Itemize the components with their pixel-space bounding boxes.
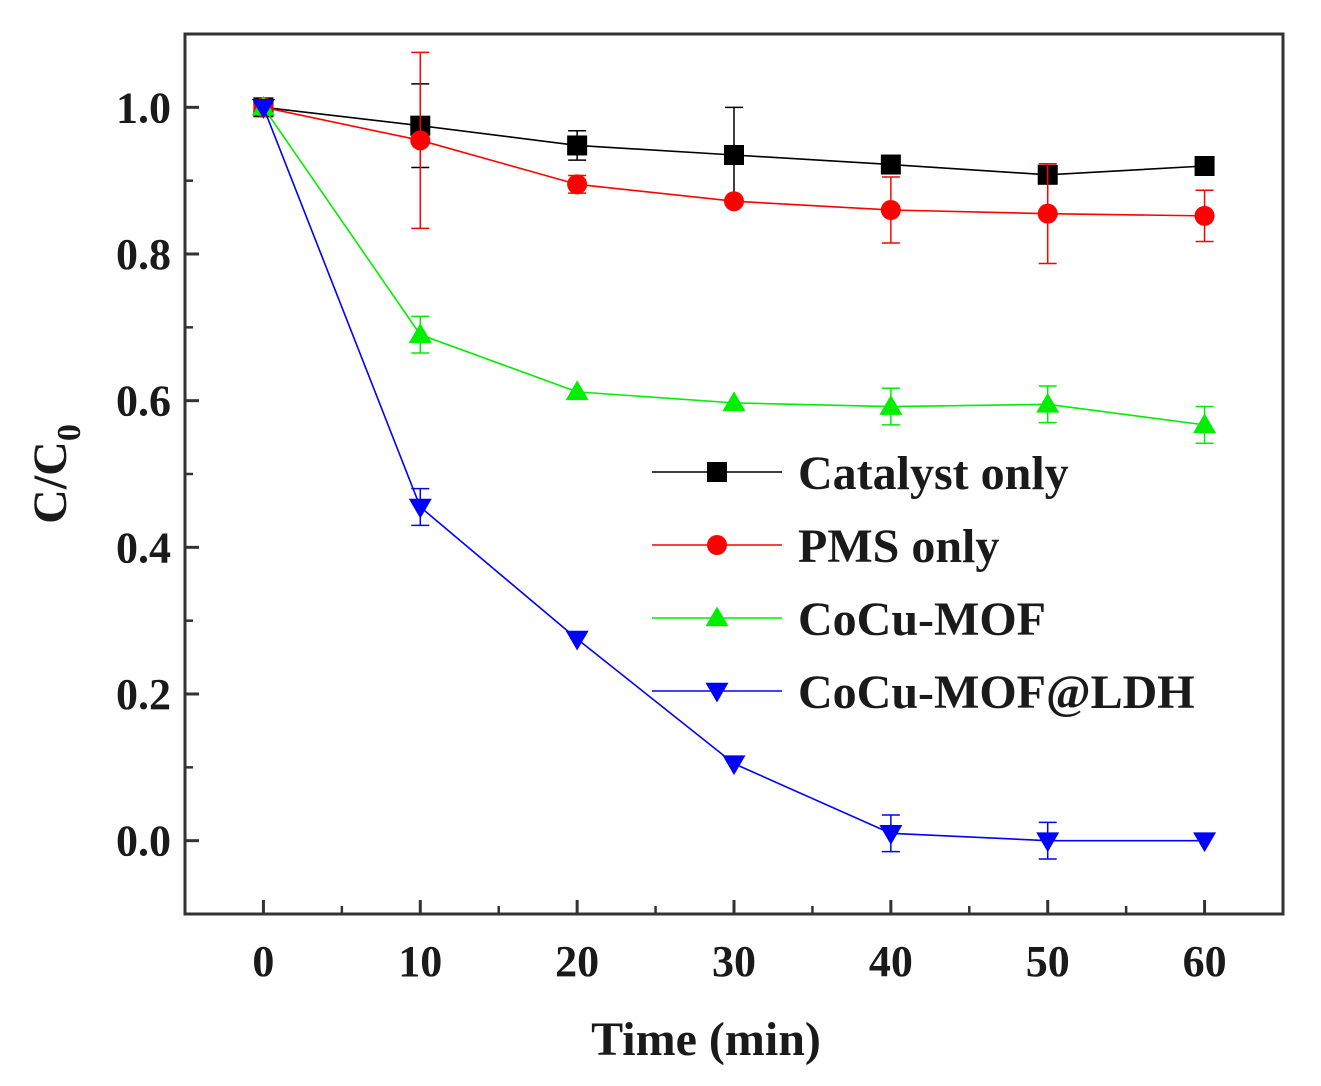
data-point xyxy=(565,630,589,651)
legend-item: Catalyst only xyxy=(652,447,1069,500)
data-point xyxy=(722,391,746,412)
data-point xyxy=(1036,392,1060,413)
legend-label: CoCu-MOF xyxy=(798,593,1046,646)
data-point xyxy=(1193,832,1217,853)
data-point xyxy=(1194,205,1215,226)
legend-marker xyxy=(705,606,729,627)
data-point xyxy=(408,323,432,343)
x-tick-label: 50 xyxy=(1026,937,1070,986)
data-point xyxy=(565,380,589,401)
data-point xyxy=(879,395,903,415)
x-tick-label: 20 xyxy=(555,937,599,986)
data-point xyxy=(251,99,275,119)
y-axis-title-base: C/C xyxy=(24,441,77,524)
legend-label: Catalyst only xyxy=(798,447,1069,500)
data-point xyxy=(410,130,431,151)
legend-item: CoCu-MOF xyxy=(652,593,1046,646)
legend-marker xyxy=(707,462,727,482)
x-axis-title: Time (min) xyxy=(591,1013,821,1066)
legend: Catalyst only PMS only CoCu-MOF CoCu-MOF@LD… xyxy=(652,447,1195,719)
x-axis-ticks: 0 10 20 30 40 50 60 xyxy=(252,900,1227,986)
series-CoCu-MOF xyxy=(251,95,1217,444)
data-point xyxy=(722,755,746,776)
data-point xyxy=(567,174,588,195)
y-tick-label: 0.8 xyxy=(116,230,171,279)
y-tick-label: 0.2 xyxy=(116,670,171,719)
y-tick-label: 1.0 xyxy=(116,83,171,132)
y-axis-title: C/C0 xyxy=(24,424,88,524)
y-tick-label: 0.0 xyxy=(116,817,171,866)
data-point xyxy=(880,154,901,175)
legend-marker xyxy=(707,535,727,555)
x-tick-label: 40 xyxy=(869,937,913,986)
y-axis-ticks: 0.0 0.2 0.4 0.6 0.8 1.0 xyxy=(116,83,199,866)
x-tick-label: 30 xyxy=(712,937,756,986)
x-tick-label: 0 xyxy=(252,937,274,986)
data-point xyxy=(880,200,901,220)
data-point xyxy=(567,135,588,156)
data-point xyxy=(724,191,744,212)
series-CoCu-MOF@LDH xyxy=(251,99,1217,860)
y-tick-label: 0.6 xyxy=(116,377,171,426)
data-point xyxy=(1194,156,1215,176)
series-Catalyst only xyxy=(253,83,1215,204)
x-tick-label: 10 xyxy=(398,937,442,986)
data-point xyxy=(1193,413,1217,434)
data-point xyxy=(879,825,903,845)
data-point xyxy=(408,498,432,519)
legend-item: PMS only xyxy=(652,520,999,573)
y-axis-title-subscript: 0 xyxy=(51,424,88,441)
legend-label: PMS only xyxy=(798,520,999,573)
x-tick-label: 60 xyxy=(1183,937,1227,986)
legend-label: CoCu-MOF@LDH xyxy=(798,666,1195,719)
data-point xyxy=(724,145,744,165)
data-point xyxy=(1036,832,1060,853)
data-point xyxy=(1037,203,1058,224)
y-tick-label: 0.4 xyxy=(116,523,171,572)
series-layer xyxy=(251,51,1217,860)
legend-item: CoCu-MOF@LDH xyxy=(652,666,1195,719)
legend-marker xyxy=(705,682,729,703)
